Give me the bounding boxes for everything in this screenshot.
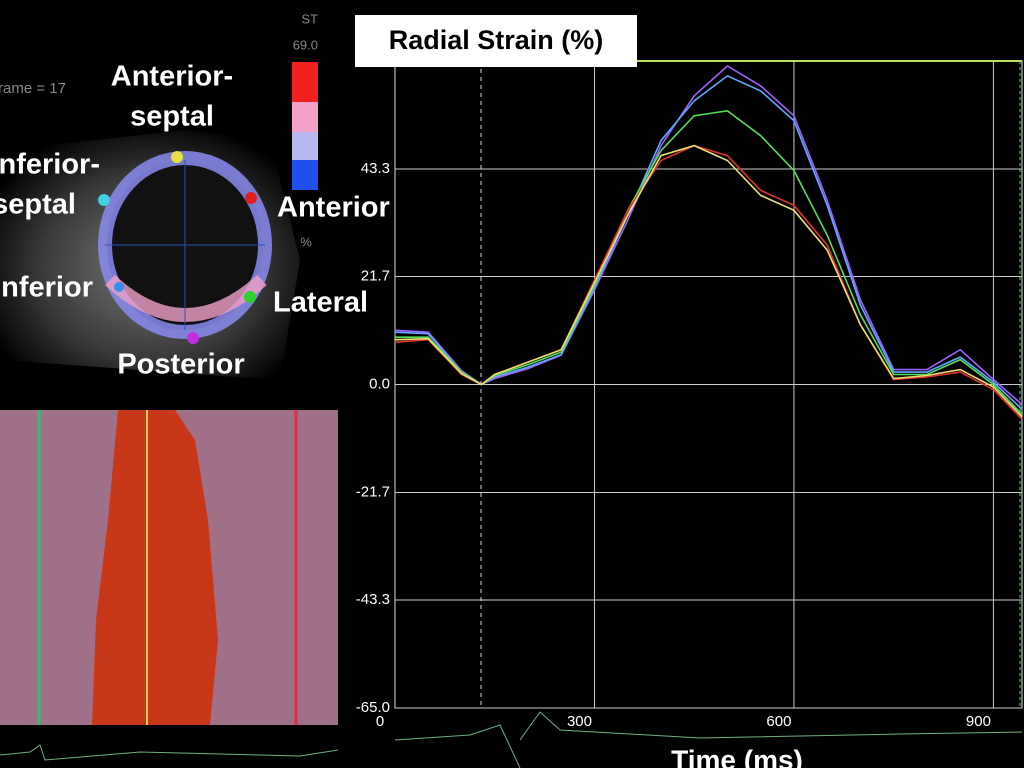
echo-image (0, 130, 300, 380)
segment-label: Lateral (273, 287, 368, 319)
colorbar-percent: % (300, 234, 312, 249)
colorbar (292, 132, 318, 160)
y-tick-label: 43.3 (361, 160, 390, 177)
segment-label: Inferior (0, 272, 93, 304)
y-tick-label: -65.0 (356, 699, 390, 716)
y-tick-label: 21.7 (361, 267, 390, 284)
x-axis-label: Time (ms) (671, 744, 803, 768)
colorbar (292, 160, 318, 190)
y-tick-label: -43.3 (356, 591, 390, 608)
colorbar (292, 62, 318, 102)
m-mode-panel (0, 410, 339, 761)
series-line (394, 144, 1023, 418)
segment-label: Anterior- (111, 61, 233, 93)
segment-label: septal (130, 101, 214, 133)
colorbar-max: 69.0 (293, 37, 318, 52)
colorbar (292, 102, 318, 132)
y-tick-label: 0.0 (369, 375, 390, 392)
title-box (355, 15, 637, 67)
colorbar-unit: ST (301, 11, 318, 26)
x-tick-label: 0 (376, 713, 384, 730)
segment-label: Anterior (277, 192, 390, 224)
chart-title: Radial Strain (%) (389, 25, 604, 55)
x-tick-label: 300 (567, 713, 592, 730)
y-tick-label: -21.7 (356, 483, 390, 500)
segment-label: Posterior (117, 349, 244, 381)
segment-label: septal (0, 189, 76, 221)
frame-label: rame = 17 (0, 80, 66, 97)
ecg-trace (394, 711, 1023, 768)
segment-label: Inferior- (0, 149, 100, 181)
x-tick-label: 600 (766, 713, 791, 730)
x-tick-label: 900 (966, 713, 991, 730)
